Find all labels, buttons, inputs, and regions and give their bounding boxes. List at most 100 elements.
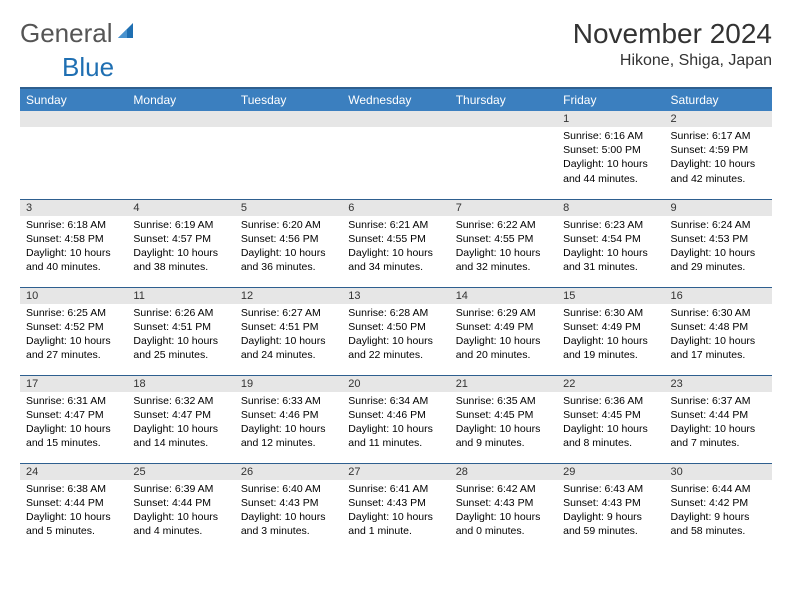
daylight-line: Daylight: 10 hours and 19 minutes. (563, 335, 648, 361)
sunrise-line: Sunrise: 6:33 AM (241, 395, 321, 407)
week-row: 1Sunrise: 6:16 AMSunset: 5:00 PMDaylight… (20, 111, 772, 199)
day-cell (342, 111, 449, 199)
sunset-line: Sunset: 4:59 PM (671, 144, 749, 156)
sunrise-line: Sunrise: 6:44 AM (671, 483, 751, 495)
sunset-line: Sunset: 4:48 PM (671, 321, 749, 333)
day-info: Sunrise: 6:39 AMSunset: 4:44 PMDaylight:… (127, 480, 234, 543)
sunset-line: Sunset: 4:56 PM (241, 233, 319, 245)
day-cell: 26Sunrise: 6:40 AMSunset: 4:43 PMDayligh… (235, 463, 342, 551)
day-info: Sunrise: 6:20 AMSunset: 4:56 PMDaylight:… (235, 216, 342, 279)
day-cell: 11Sunrise: 6:26 AMSunset: 4:51 PMDayligh… (127, 287, 234, 375)
col-tue: Tuesday (235, 88, 342, 111)
day-info: Sunrise: 6:27 AMSunset: 4:51 PMDaylight:… (235, 304, 342, 367)
day-cell: 23Sunrise: 6:37 AMSunset: 4:44 PMDayligh… (665, 375, 772, 463)
day-number: 16 (665, 288, 772, 304)
day-info: Sunrise: 6:36 AMSunset: 4:45 PMDaylight:… (557, 392, 664, 455)
day-number: 24 (20, 464, 127, 480)
sunset-line: Sunset: 4:50 PM (348, 321, 426, 333)
sunrise-line: Sunrise: 6:18 AM (26, 219, 106, 231)
sunset-line: Sunset: 4:51 PM (241, 321, 319, 333)
day-cell: 28Sunrise: 6:42 AMSunset: 4:43 PMDayligh… (450, 463, 557, 551)
header-row: Sunday Monday Tuesday Wednesday Thursday… (20, 88, 772, 111)
sunrise-line: Sunrise: 6:42 AM (456, 483, 536, 495)
daylight-line: Daylight: 10 hours and 4 minutes. (133, 511, 218, 537)
day-cell: 2Sunrise: 6:17 AMSunset: 4:59 PMDaylight… (665, 111, 772, 199)
day-info: Sunrise: 6:28 AMSunset: 4:50 PMDaylight:… (342, 304, 449, 367)
day-number: 28 (450, 464, 557, 480)
sunrise-line: Sunrise: 6:32 AM (133, 395, 213, 407)
sunset-line: Sunset: 4:47 PM (133, 409, 211, 421)
day-info: Sunrise: 6:44 AM Sunset: 4:42 PM Daylight:… (665, 480, 772, 543)
sunrise-line: Sunrise: 6:30 AM (563, 307, 643, 319)
day-number: 17 (20, 376, 127, 392)
sunset-line: Sunset: 4:46 PM (241, 409, 319, 421)
day-info: Sunrise: 6:29 AMSunset: 4:49 PMDaylight:… (450, 304, 557, 367)
sunset-line: Sunset: 4:43 PM (563, 497, 641, 509)
day-number: 13 (342, 288, 449, 304)
logo-text-right: Blue (62, 52, 792, 83)
daylight-line: Daylight: 10 hours and 8 minutes. (563, 423, 648, 449)
day-cell: 3Sunrise: 6:18 AMSunset: 4:58 PMDaylight… (20, 199, 127, 287)
sunset-line: Sunset: 5:00 PM (563, 144, 641, 156)
daylight-line: Daylight: 10 hours and 9 minutes. (456, 423, 541, 449)
day-cell (20, 111, 127, 199)
day-info: Sunrise: 6:30 AMSunset: 4:49 PMDaylight:… (557, 304, 664, 367)
day-info: Sunrise: 6:24 AMSunset: 4:53 PMDaylight:… (665, 216, 772, 279)
day-number: 19 (235, 376, 342, 392)
page-title: November 2024 (573, 18, 772, 50)
daylight-line: Daylight: 10 hours and 14 minutes. (133, 423, 218, 449)
day-info: Sunrise: 6:30 AMSunset: 4:48 PMDaylight:… (665, 304, 772, 367)
week-row: 24Sunrise: 6:38 AMSunset: 4:44 PMDayligh… (20, 463, 772, 551)
day-cell: 4Sunrise: 6:19 AMSunset: 4:57 PMDaylight… (127, 199, 234, 287)
day-info: Sunrise: 6:16 AMSunset: 5:00 PMDaylight:… (557, 127, 664, 190)
daylight-line: Daylight: 9 hours and 58 minutes. (671, 511, 750, 537)
day-number: 6 (342, 200, 449, 216)
sunrise-line: Sunrise: 6:41 AM (348, 483, 428, 495)
day-number: 27 (342, 464, 449, 480)
sunset-line: Sunset: 4:43 PM (241, 497, 319, 509)
day-cell: 19Sunrise: 6:33 AMSunset: 4:46 PMDayligh… (235, 375, 342, 463)
day-cell: 13Sunrise: 6:28 AMSunset: 4:50 PMDayligh… (342, 287, 449, 375)
daylight-line: Daylight: 10 hours and 40 minutes. (26, 247, 111, 273)
day-number: 21 (450, 376, 557, 392)
day-number: 25 (127, 464, 234, 480)
daylight-line: Daylight: 10 hours and 44 minutes. (563, 158, 648, 184)
day-number: 14 (450, 288, 557, 304)
day-cell: 25Sunrise: 6:39 AMSunset: 4:44 PMDayligh… (127, 463, 234, 551)
calendar-table: Sunday Monday Tuesday Wednesday Thursday… (20, 87, 772, 551)
sunrise-line: Sunrise: 6:30 AM (671, 307, 751, 319)
sunrise-line: Sunrise: 6:29 AM (456, 307, 536, 319)
sunrise-line: Sunrise: 6:19 AM (133, 219, 213, 231)
sail-icon (115, 20, 137, 47)
day-cell: 8Sunrise: 6:23 AMSunset: 4:54 PMDaylight… (557, 199, 664, 287)
daylight-line: Daylight: 10 hours and 3 minutes. (241, 511, 326, 537)
day-info: Sunrise: 6:35 AM Sunset: 4:45 PM Daylight:… (450, 392, 557, 455)
daylight-line: Daylight: 10 hours and 0 minutes. (456, 511, 541, 537)
daylight-line: Daylight: 10 hours and 11 minutes. (348, 423, 433, 449)
sunrise-line: Sunrise: 6:24 AM (671, 219, 751, 231)
sunrise-line: Sunrise: 6:37 AM (671, 395, 751, 407)
sunset-line: Sunset: 4:42 PM (671, 497, 749, 509)
day-number-empty (235, 111, 342, 127)
day-info: Sunrise: 6:23 AMSunset: 4:54 PMDaylight:… (557, 216, 664, 279)
day-number: 23 (665, 376, 772, 392)
day-info: Sunrise: 6:21 AMSunset: 4:55 PMDaylight:… (342, 216, 449, 279)
daylight-line: Daylight: 10 hours and 27 minutes. (26, 335, 111, 361)
daylight-line: Daylight: 10 hours and 7 minutes. (671, 423, 756, 449)
day-number: 30 (665, 464, 772, 480)
sunrise-line: Sunrise: 6:21 AM (348, 219, 428, 231)
day-cell: 17Sunrise: 6:31 AMSunset: 4:47 PMDayligh… (20, 375, 127, 463)
sunrise-line: Sunrise: 6:43 AM (563, 483, 643, 495)
day-cell (450, 111, 557, 199)
day-cell: 24Sunrise: 6:38 AMSunset: 4:44 PMDayligh… (20, 463, 127, 551)
day-info: Sunrise: 6:18 AMSunset: 4:58 PMDaylight:… (20, 216, 127, 279)
sunset-line: Sunset: 4:45 PM (456, 409, 534, 421)
sunset-line: Sunset: 4:54 PM (563, 233, 641, 245)
sunrise-line: Sunrise: 6:35 AM (456, 395, 536, 407)
day-number: 7 (450, 200, 557, 216)
day-cell: 15Sunrise: 6:30 AMSunset: 4:49 PMDayligh… (557, 287, 664, 375)
sunrise-line: Sunrise: 6:36 AM (563, 395, 643, 407)
day-cell: 1Sunrise: 6:16 AMSunset: 5:00 PMDaylight… (557, 111, 664, 199)
col-sat: Saturday (665, 88, 772, 111)
daylight-line: Daylight: 10 hours and 36 minutes. (241, 247, 326, 273)
